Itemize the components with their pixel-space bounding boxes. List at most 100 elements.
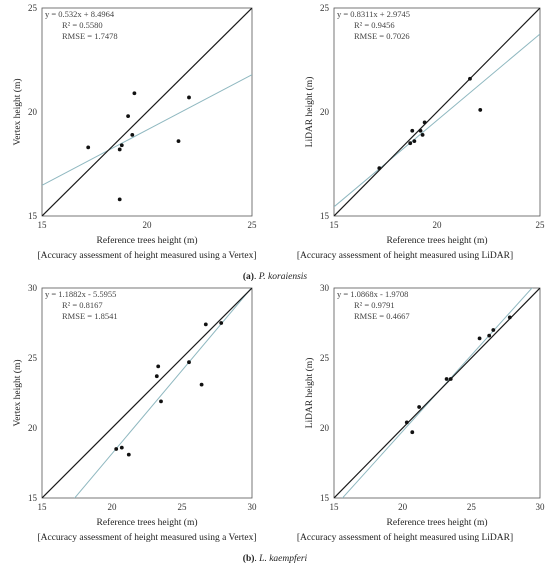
panel-caption: [Accuracy assessment of height measured …	[297, 532, 513, 543]
regression-stat: RMSE = 0.4667	[354, 311, 410, 321]
regression-stat: y = 0.8311x + 2.9745	[337, 9, 410, 19]
data-point	[117, 197, 122, 202]
panel-caption: [Accuracy assessment of height measured …	[37, 250, 256, 261]
y-tick-label: 30	[28, 283, 38, 293]
x-tick-label: 15	[330, 502, 340, 512]
chart-b-lidar: 15 20 25 30 15 20 25 30 Reference trees height (…	[297, 283, 546, 543]
y-tick-label: 25	[28, 3, 38, 13]
x-axis-label: Reference trees height (m)	[386, 235, 487, 246]
regression-stat: R² = 0.5580	[62, 20, 103, 30]
panel-caption: [Accuracy assessment of height measured …	[37, 532, 256, 543]
x-tick-label: 20	[108, 502, 118, 512]
one-to-one-line	[334, 8, 540, 216]
data-point	[417, 405, 422, 409]
data-point	[420, 132, 425, 137]
species-caption: (a). P. koraiensis	[243, 271, 308, 282]
panel-caption: [Accuracy assessment of height measured …	[297, 250, 513, 261]
data-point	[377, 166, 382, 171]
x-tick-label: 20	[398, 502, 408, 512]
data-point	[126, 452, 131, 457]
x-tick-label: 25	[467, 502, 477, 512]
plot-frame	[333, 287, 541, 499]
data-point	[487, 333, 492, 338]
x-tick-label: 25	[536, 220, 546, 230]
regression-stat: R² = 0.9456	[354, 20, 395, 30]
data-point	[418, 128, 423, 133]
y-tick-label: 20	[28, 107, 38, 117]
data-point	[422, 120, 427, 125]
data-point	[154, 374, 159, 379]
data-point	[187, 360, 191, 365]
chart-a-vertex: 15 20 25 15 20 25 Reference trees height (m) Ve…	[12, 3, 257, 261]
x-axis-label: Reference trees height (m)	[96, 517, 197, 528]
data-point	[130, 132, 135, 137]
data-point	[410, 430, 415, 435]
data-point	[119, 143, 124, 148]
data-point	[119, 445, 124, 450]
y-tick-label: 20	[320, 423, 330, 433]
regression-stat: RMSE = 1.7478	[62, 31, 118, 41]
plot-frame	[41, 287, 253, 499]
y-tick-label: 25	[320, 3, 330, 13]
y-tick-label: 30	[320, 283, 330, 293]
species-caption: (b). L. kaempferi	[243, 553, 308, 564]
data-point	[86, 145, 91, 150]
x-tick-label: 20	[143, 220, 153, 230]
data-point	[404, 420, 409, 425]
data-point	[491, 328, 496, 332]
y-axis-label: LiDAR height (m)	[304, 358, 315, 429]
regression-stat: R² = 0.8167	[62, 300, 103, 310]
one-to-one-line	[334, 288, 540, 498]
trend-line	[42, 74, 252, 186]
data-point	[408, 141, 413, 146]
data-point	[126, 114, 130, 119]
regression-stat: R² = 0.9791	[354, 300, 395, 310]
x-tick-label: 30	[248, 502, 258, 512]
data-point	[203, 322, 208, 327]
regression-stat: RMSE = 0.7026	[354, 31, 410, 41]
regression-stat: y = 0.532x + 8.4964	[45, 9, 115, 19]
y-tick-label: 15	[320, 493, 330, 503]
x-tick-label: 25	[178, 502, 188, 512]
one-to-one-line	[42, 288, 252, 498]
plot-frame	[333, 7, 541, 217]
regression-stat: RMSE = 1.8541	[62, 311, 118, 321]
data-point	[156, 364, 161, 369]
y-tick-label: 25	[28, 353, 38, 363]
y-axis-label: Vertex height (m)	[12, 78, 23, 145]
x-axis-label: Reference trees height (m)	[386, 517, 487, 528]
x-tick-label: 15	[38, 220, 48, 230]
data-point	[507, 315, 512, 320]
trend-line	[74, 288, 252, 498]
data-point	[444, 377, 449, 381]
data-point	[117, 147, 122, 152]
data-point	[114, 447, 119, 451]
x-tick-label: 20	[433, 220, 443, 230]
data-point	[159, 399, 163, 404]
data-point	[477, 336, 482, 341]
x-tick-label: 15	[330, 220, 340, 230]
x-axis-label: Reference trees height (m)	[96, 235, 197, 246]
data-point	[219, 321, 224, 325]
y-tick-label: 20	[320, 107, 330, 117]
data-point	[176, 139, 181, 144]
data-point	[468, 76, 472, 81]
data-point	[187, 95, 191, 100]
y-tick-label: 15	[28, 211, 38, 221]
y-axis-label: Vertex height (m)	[12, 359, 23, 426]
data-point	[410, 128, 415, 133]
y-tick-label: 15	[28, 493, 38, 503]
data-point	[412, 139, 417, 144]
x-tick-label: 25	[248, 220, 258, 230]
chart-a-lidar: 15 20 25 15 20 25 Reference trees height (m) Li…	[297, 3, 545, 261]
regression-stat: y = 1.1882x - 5.5955	[45, 289, 116, 299]
data-point	[448, 377, 453, 381]
data-point	[199, 382, 204, 387]
x-tick-label: 30	[536, 502, 546, 512]
y-tick-label: 25	[320, 353, 330, 363]
trend-line	[334, 33, 540, 208]
chart-b-vertex: 15 20 25 30 15 20 25 30 Reference trees height (…	[12, 283, 257, 543]
plot-frame	[41, 7, 253, 217]
data-point	[132, 91, 137, 96]
